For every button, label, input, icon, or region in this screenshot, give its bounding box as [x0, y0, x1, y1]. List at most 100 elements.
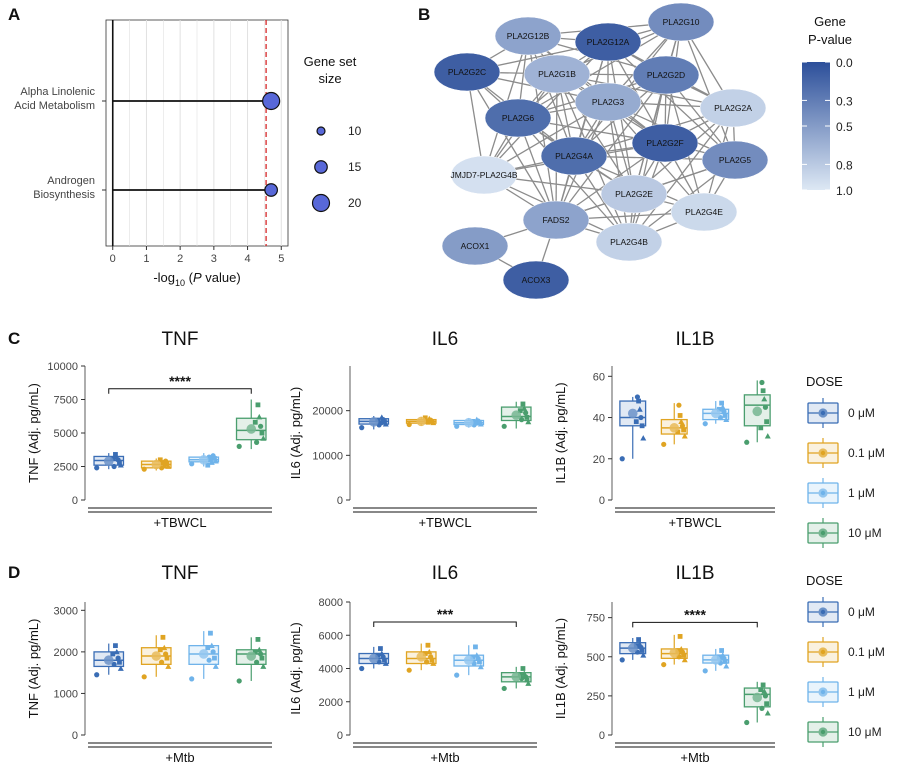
boxplot-data-point	[758, 425, 764, 431]
boxplot-box	[660, 402, 688, 447]
dose-legend-key	[807, 398, 839, 428]
network-edge	[680, 21, 736, 161]
network-node: PLA2G2F	[631, 123, 699, 163]
panel-a-legend-key	[311, 193, 331, 213]
dose-legend-title: DOSE	[806, 374, 843, 389]
boxplot-y-tick-label: 8000	[319, 597, 343, 609]
network-node: PLA2G4E	[670, 192, 738, 232]
boxplot-mean-point	[511, 410, 522, 420]
boxplot-y-tick-label: 0	[337, 495, 343, 507]
boxplot-data-point	[382, 657, 387, 663]
network-node: PLA2G10	[647, 2, 715, 42]
boxplot-data-point	[208, 457, 213, 463]
boxplot-data-point	[113, 643, 118, 649]
boxplot-data-point	[519, 417, 525, 423]
boxplot-data-point	[636, 637, 641, 642]
boxplot-data-point	[681, 656, 688, 663]
boxplot-data-point	[117, 659, 122, 665]
boxplot-data-point	[157, 647, 163, 653]
boxplot-data-point	[661, 441, 667, 447]
boxplot-data-point	[679, 423, 686, 429]
network-node-shape	[600, 174, 668, 214]
dose-legend-label: 0.1 μM	[848, 446, 885, 460]
boxplot-data-point	[473, 652, 480, 658]
network-node: PLA2G3	[574, 82, 642, 122]
boxplot-data-point	[141, 466, 147, 472]
boxplot-title: IL1B	[675, 563, 714, 584]
boxplot-data-point	[524, 414, 530, 420]
boxplot-data-point	[378, 420, 383, 426]
panel-a-category-label: Biosynthesis	[33, 189, 95, 201]
boxplot-data-point	[677, 413, 683, 418]
boxplot-data-point	[382, 419, 387, 425]
boxplot-y-axis-label: TNF (Adj. pg/mL)	[26, 383, 41, 483]
dose-legend-label: 1 μM	[848, 685, 875, 699]
panel-a-x-tick-label: 1	[143, 253, 149, 265]
boxplot-group-label: +TBWCL	[668, 515, 721, 530]
boxplot-data-point	[260, 435, 267, 441]
dose-legend-point	[820, 649, 826, 655]
dose-legend-point	[820, 410, 826, 416]
boxplot-data-point	[517, 408, 523, 414]
network-node-label: FADS2	[543, 215, 570, 225]
boxplot-data-point	[359, 425, 365, 431]
network-node-label: ACOX3	[522, 275, 551, 285]
boxplot-data-point	[111, 661, 117, 667]
network-node-shape	[502, 260, 570, 300]
boxplot-box	[500, 666, 532, 692]
boxplot-group-label: +TBWCL	[153, 515, 206, 530]
boxplot-c-il6: IL6 0 10000 20000 IL6 (Adj. pg/mL) +TBWCL	[288, 329, 537, 530]
panel-b-colorbar-label: 0.5	[836, 120, 853, 134]
boxplot-title: IL6	[432, 563, 458, 584]
boxplot-mean-point	[710, 408, 721, 419]
dose-legend-label: 0 μM	[848, 605, 875, 619]
dose-legend-label: 10 μM	[848, 725, 882, 739]
boxplot-data-point	[256, 413, 263, 420]
boxplot-y-tick-label: 2000	[54, 647, 78, 659]
boxplot-y-tick-label: 2000	[319, 697, 343, 709]
boxplot-data-point	[260, 663, 267, 669]
boxplot-data-point	[382, 660, 389, 666]
dose-legend: DOSE 0 μM 0.1 μM 1 μM 10 μM	[806, 374, 885, 548]
network-node-label: PLA2G12A	[587, 37, 630, 47]
network-node: PLA2G6	[484, 98, 552, 138]
boxplot-y-tick-label: 6000	[319, 630, 343, 642]
boxplot-mean-point	[368, 417, 379, 427]
boxplot-mean-point	[627, 408, 638, 419]
panel-a-legend-title: Gene set	[304, 54, 357, 69]
boxplot-data-point	[525, 680, 532, 686]
dose-legend-point	[820, 450, 826, 456]
dose-legend-key	[807, 478, 839, 508]
network-node-label: PLA2G10	[663, 17, 700, 27]
boxplot-y-tick-label: 0	[599, 730, 605, 742]
significance-bracket	[632, 621, 758, 628]
boxplot-mean-point	[669, 648, 680, 658]
boxplot-title: IL6	[432, 329, 458, 350]
network-node-label: PLA2G1B	[538, 69, 576, 79]
dose-legend-key	[807, 637, 839, 667]
boxplot-data-point	[524, 677, 530, 683]
network-node-shape	[433, 52, 501, 92]
network-node-label: PLA2G4A	[555, 151, 593, 161]
boxplot-data-point	[716, 406, 722, 412]
network-node-shape	[441, 226, 509, 266]
boxplot-c-tnf: TNF 0 2500 5000 7500 10000 TNF (Adj. pg/mL) +TB…	[26, 329, 272, 530]
panel-a-x-tick-label: 2	[177, 253, 183, 265]
boxplot-y-tick-label: 10000	[47, 361, 78, 373]
boxplot-data-point	[161, 644, 168, 651]
boxplot-data-point	[681, 433, 688, 439]
boxplot-mean-point	[752, 692, 763, 703]
boxplot-data-point	[163, 651, 169, 657]
boxplot-data-point	[764, 419, 770, 425]
boxplot-data-point	[236, 678, 242, 684]
boxplot-data-point	[636, 398, 641, 404]
boxplot-y-tick-label: 250	[587, 691, 605, 703]
boxplot-data-point	[113, 648, 120, 655]
boxplot-y-tick-label: 500	[587, 652, 605, 664]
boxplot-data-point	[378, 414, 385, 420]
boxplot-c-il1b: IL1B 0 20 40 60 IL1B (Adj. pg/mL) +TBWCL	[553, 329, 775, 530]
boxplot-mean-point	[198, 649, 209, 659]
dose-legend-point	[820, 609, 826, 615]
boxplot-group-label: +TBWCL	[418, 515, 471, 530]
significance-bracket	[108, 388, 252, 394]
